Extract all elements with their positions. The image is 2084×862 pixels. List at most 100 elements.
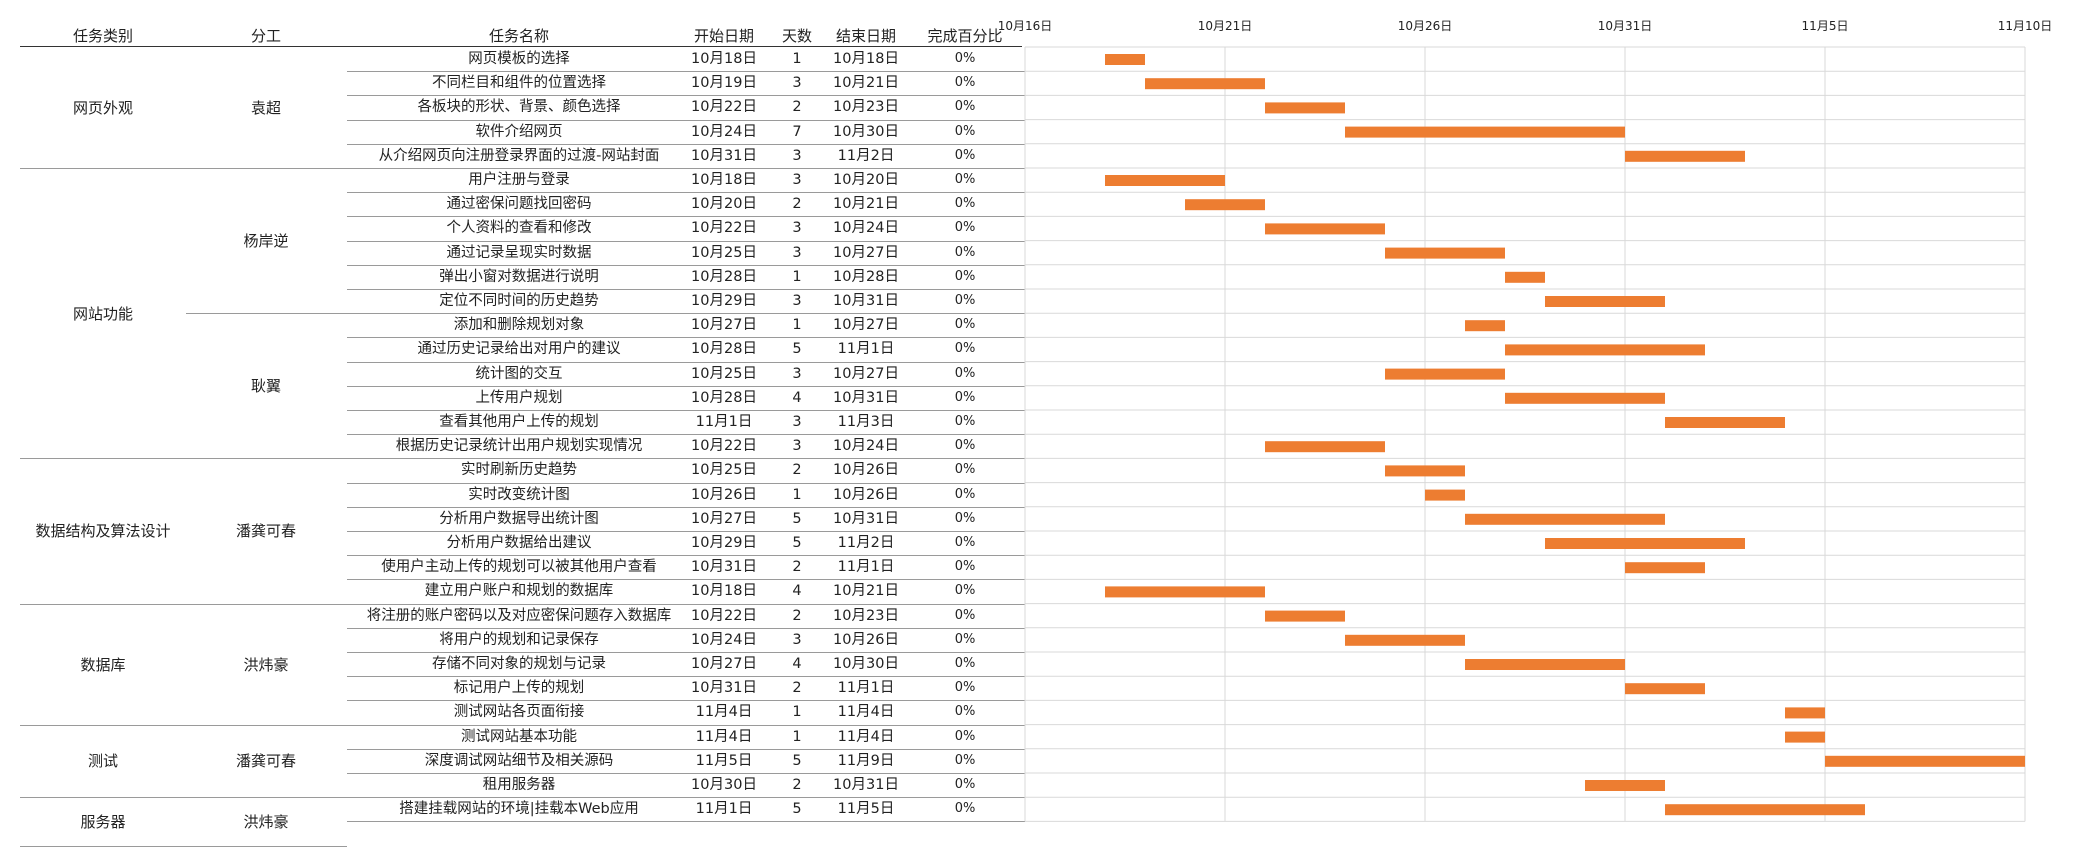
gantt-bar — [1465, 320, 1505, 332]
row-divider — [347, 700, 1025, 702]
table-row: 租用服务器 10月30日 2 10月31日 0% — [347, 773, 1025, 797]
end-date-cell: 10月31日 — [833, 293, 899, 309]
assignee-cell: 洪炜豪 — [243, 655, 289, 674]
gantt-bar — [1545, 296, 1665, 307]
assignee-cell: 杨岸逆 — [243, 232, 289, 251]
pct-cell: 0% — [954, 268, 976, 284]
table-row: 存储不同对象的规划与记录 10月27日 4 10月30日 0% — [347, 652, 1025, 676]
gantt-bar — [1105, 175, 1225, 186]
x-tick-label: 11月10日 — [1998, 19, 2053, 33]
table-row: 个人资料的查看和修改 10月22日 3 10月24日 0% — [347, 216, 1025, 240]
x-tick-label: 10月26日 — [1398, 19, 1453, 33]
days-cell: 2 — [792, 99, 802, 116]
header-end: 结束日期 — [835, 27, 896, 45]
row-divider — [347, 313, 1025, 315]
table-row: 使用户主动上传的规划可以被其他用户查看 10月31日 2 11月1日 0% — [347, 555, 1025, 579]
days-cell: 2 — [792, 777, 802, 793]
gantt-bar — [1265, 610, 1345, 622]
start-date-cell: 10月30日 — [691, 777, 757, 793]
task-name-cell: 个人资料的查看和修改 — [446, 220, 592, 237]
start-date-cell: 10月24日 — [691, 123, 757, 140]
pct-cell: 0% — [954, 196, 976, 212]
days-cell: 2 — [792, 196, 802, 213]
task-name-cell: 使用户主动上传的规划可以被其他用户查看 — [381, 559, 657, 576]
row-divider — [347, 773, 1025, 774]
start-date-cell: 10月31日 — [691, 147, 757, 164]
task-name-cell: 分析用户数据导出统计图 — [439, 510, 599, 527]
pct-cell: 0% — [954, 414, 976, 429]
table-row: 通过密保问题找回密码 10月20日 2 10月21日 0% — [347, 192, 1025, 216]
table-row: 查看其他用户上传的规划 11月1日 3 11月3日 0% — [347, 410, 1025, 434]
row-divider — [347, 95, 1025, 97]
pct-cell: 0% — [954, 680, 976, 696]
row-divider — [347, 264, 1025, 266]
days-cell: 2 — [792, 462, 802, 479]
start-date-cell: 10月18日 — [691, 172, 757, 188]
gantt-bar — [1785, 707, 1825, 719]
gantt-bar — [1145, 78, 1265, 90]
gantt-bar — [1105, 54, 1145, 65]
gantt-bar — [1625, 683, 1705, 695]
assignee-cell: 袁超 — [250, 99, 281, 117]
end-date-cell: 11月9日 — [837, 752, 895, 769]
gantt-bar — [1625, 562, 1705, 574]
row-divider — [347, 797, 1025, 799]
task-name-cell: 根据历史记录统计出用户规划实现情况 — [395, 438, 643, 455]
row-divider — [347, 506, 1025, 508]
pct-cell: 0% — [954, 99, 976, 115]
table-row: 将用户的规划和记录保存 10月24日 3 10月26日 0% — [347, 628, 1025, 652]
group-divider — [20, 458, 347, 460]
table-row: 通过历史记录给出对用户的建议 10月28日 5 11月1日 0% — [347, 337, 1025, 361]
end-date-cell: 10月26日 — [833, 462, 899, 479]
header-underline — [20, 46, 1022, 47]
pct-cell: 0% — [954, 438, 976, 454]
gantt-bar — [1465, 513, 1665, 525]
days-cell: 4 — [792, 389, 802, 406]
table-row: 实时刷新历史趋势 10月25日 2 10月26日 0% — [347, 458, 1025, 482]
start-date-cell: 10月29日 — [691, 535, 757, 551]
end-date-cell: 10月28日 — [833, 268, 899, 285]
days-cell: 1 — [792, 317, 802, 334]
pct-cell: 0% — [954, 147, 976, 163]
task-name-cell: 将用户的规划和记录保存 — [439, 631, 599, 648]
gantt-bar — [1585, 780, 1665, 791]
days-cell: 4 — [792, 583, 802, 600]
gantt-bar — [1545, 538, 1745, 549]
pct-cell: 0% — [954, 535, 976, 550]
end-date-cell: 11月1日 — [837, 680, 895, 697]
task-name-cell: 弹出小窗对数据进行说明 — [439, 268, 599, 285]
end-date-cell: 11月1日 — [837, 341, 895, 358]
days-cell: 3 — [792, 438, 802, 455]
gantt-bar — [1105, 586, 1265, 598]
table-row: 分析用户数据给出建议 10月29日 5 11月2日 0% — [347, 531, 1025, 555]
task-name-cell: 搭建挂载网站的环境|挂载本Web应用 — [399, 801, 639, 818]
pct-cell: 0% — [954, 607, 976, 623]
x-tick-label: 10月16日 — [998, 19, 1053, 33]
gantt-bar — [1345, 126, 1625, 138]
days-cell: 5 — [792, 510, 802, 527]
gantt-bar — [1345, 634, 1465, 646]
table-row: 将注册的账户密码以及对应密保问题存入数据库 10月22日 2 10月23日 0% — [347, 604, 1025, 628]
assignee-cell: 潘龚可春 — [235, 752, 296, 771]
task-name-cell: 上传用户规划 — [475, 389, 563, 406]
task-name-cell: 通过记录呈现实时数据 — [446, 244, 592, 261]
header-assignee: 分工 — [250, 27, 281, 45]
start-date-cell: 10月26日 — [691, 486, 757, 503]
task-name-cell: 通过历史记录给出对用户的建议 — [417, 341, 621, 358]
task-name-cell: 标记用户上传的规划 — [453, 680, 585, 697]
start-date-cell: 10月22日 — [691, 607, 757, 624]
days-cell: 2 — [792, 680, 802, 697]
days-cell: 3 — [792, 293, 802, 309]
start-date-cell: 11月5日 — [695, 752, 753, 769]
end-date-cell: 11月2日 — [837, 147, 895, 164]
task-name-cell: 网页模板的选择 — [468, 51, 570, 67]
table-row: 上传用户规划 10月28日 4 10月31日 0% — [347, 386, 1025, 410]
task-name-cell: 测试网站各页面衔接 — [453, 704, 585, 721]
end-date-cell: 11月5日 — [837, 801, 895, 818]
start-date-cell: 11月4日 — [695, 728, 753, 745]
table-row: 建立用户账户和规划的数据库 10月18日 4 10月21日 0% — [347, 579, 1025, 603]
end-date-cell: 11月4日 — [837, 704, 895, 721]
end-date-cell: 11月2日 — [837, 535, 895, 551]
end-date-cell: 10月27日 — [833, 365, 899, 382]
